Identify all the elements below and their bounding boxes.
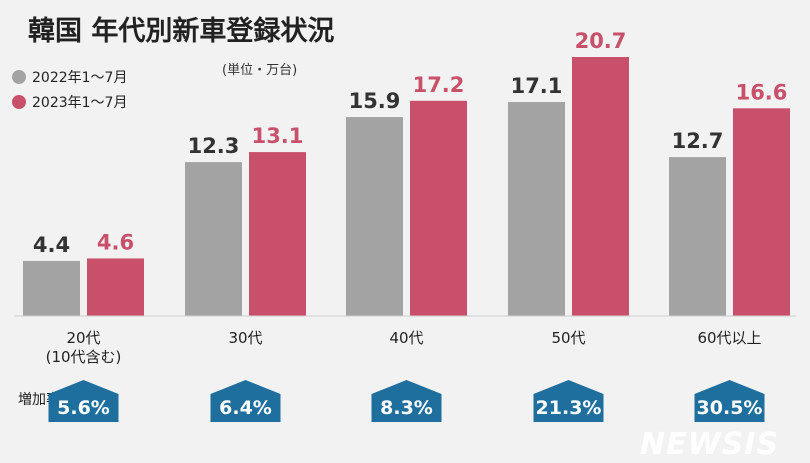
growth-rate-0: 5.6% xyxy=(57,397,110,419)
legend-label-2022: 2022年1～7月 xyxy=(32,70,127,86)
bar-2022-0 xyxy=(23,260,80,316)
value-label-2022-2: 15.9 xyxy=(349,89,401,113)
category-label-4: 60代以上 xyxy=(697,329,761,347)
value-label-2023-3: 20.7 xyxy=(575,29,627,53)
legend-marker-2023 xyxy=(12,95,26,109)
bar-2023-0 xyxy=(87,258,144,316)
watermark: NEWSIS xyxy=(640,427,779,462)
bar-2023-1 xyxy=(249,152,306,316)
growth-badges: 5.6% 6.4% 8.3% 21.3% 30.5% xyxy=(48,380,765,422)
chart-title: 韓国 年代別新車登録状況 xyxy=(28,15,334,47)
growth-badge-2 xyxy=(371,380,442,422)
legend-marker-2022 xyxy=(12,70,26,84)
value-label-2023-4: 16.6 xyxy=(736,80,788,104)
growth-rate-2: 8.3% xyxy=(380,397,433,419)
category-labels: 20代(10代含む) 30代 40代 50代 60代以上 xyxy=(46,329,762,366)
legend: 2022年1～7月 2023年1～7月 xyxy=(12,70,127,111)
bars xyxy=(23,57,790,316)
value-labels: 4.4 4.6 12.3 13.1 15.9 17.2 17.1 20.7 12.7 16.6 xyxy=(33,29,788,257)
value-label-2023-1: 13.1 xyxy=(252,124,304,148)
bar-2022-4 xyxy=(669,157,726,316)
value-label-2022-4: 12.7 xyxy=(672,129,724,153)
growth-badge-1 xyxy=(210,380,281,422)
growth-badge-3 xyxy=(533,380,604,422)
category-label-0-sub: (10代含む) xyxy=(46,348,122,366)
value-label-2022-3: 17.1 xyxy=(511,74,563,98)
bar-2023-3 xyxy=(572,57,629,316)
value-label-2022-0: 4.4 xyxy=(33,233,70,257)
unit-label: (単位・万台) xyxy=(222,62,297,78)
value-label-2023-2: 17.2 xyxy=(413,73,465,97)
bar-2023-4 xyxy=(733,108,790,316)
bar-2022-2 xyxy=(346,117,403,316)
growth-rate-1: 6.4% xyxy=(219,397,272,419)
value-label-2022-1: 12.3 xyxy=(188,134,240,158)
category-label-0: 20代 xyxy=(66,329,100,347)
growth-rate-4: 30.5% xyxy=(697,397,763,419)
value-label-2023-0: 4.6 xyxy=(97,230,134,254)
legend-label-2023: 2023年1～7月 xyxy=(32,95,127,111)
growth-badge-4 xyxy=(694,380,765,422)
growth-rate-3: 21.3% xyxy=(536,397,602,419)
bar-2023-2 xyxy=(410,100,467,316)
bar-2022-1 xyxy=(185,162,242,316)
category-label-2: 40代 xyxy=(389,329,423,347)
bar-2022-3 xyxy=(508,102,565,316)
category-label-3: 50代 xyxy=(551,329,585,347)
growth-badge-0 xyxy=(48,380,119,422)
category-label-1: 30代 xyxy=(228,329,262,347)
